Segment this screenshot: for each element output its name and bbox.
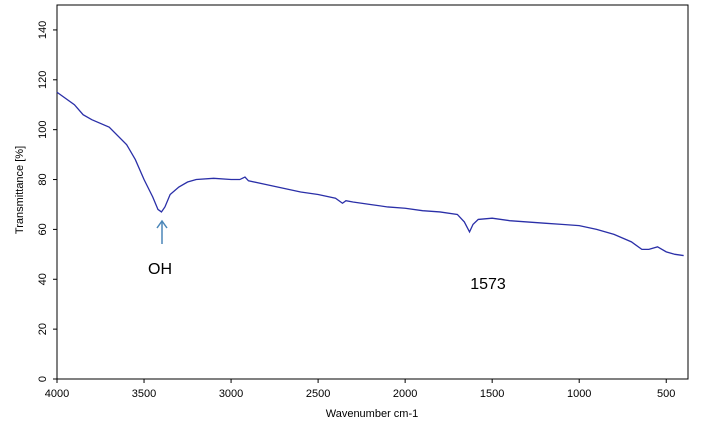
annotation-arrow bbox=[156, 219, 168, 244]
y-tick-label: 60 bbox=[37, 223, 49, 235]
y-tick-label: 120 bbox=[37, 71, 49, 89]
x-tick-label: 1500 bbox=[480, 388, 504, 400]
x-tick-label: 4000 bbox=[45, 388, 69, 400]
x-tick-label: 1000 bbox=[567, 388, 591, 400]
plot-frame bbox=[56, 4, 689, 380]
annotation: 1573 bbox=[470, 276, 506, 293]
spectrum-line bbox=[56, 91, 684, 257]
annotation: OH bbox=[148, 261, 172, 278]
x-tick-label: 3500 bbox=[132, 388, 156, 400]
x-tick-label: 2500 bbox=[306, 388, 330, 400]
y-tick-label: 40 bbox=[37, 273, 49, 285]
y-tick-label: 80 bbox=[37, 173, 49, 185]
x-tick-label: 500 bbox=[657, 388, 675, 400]
x-axis-label: Wavenumber cm-1 bbox=[326, 408, 419, 420]
x-tick-label: 3000 bbox=[219, 388, 243, 400]
y-tick-label: 0 bbox=[37, 376, 49, 382]
y-axis-label: Transmittance [%] bbox=[14, 146, 26, 234]
y-tick-label: 100 bbox=[37, 120, 49, 138]
y-tick-label: 140 bbox=[37, 21, 49, 39]
x-tick-label: 2000 bbox=[393, 388, 417, 400]
y-tick-label: 20 bbox=[37, 323, 49, 335]
